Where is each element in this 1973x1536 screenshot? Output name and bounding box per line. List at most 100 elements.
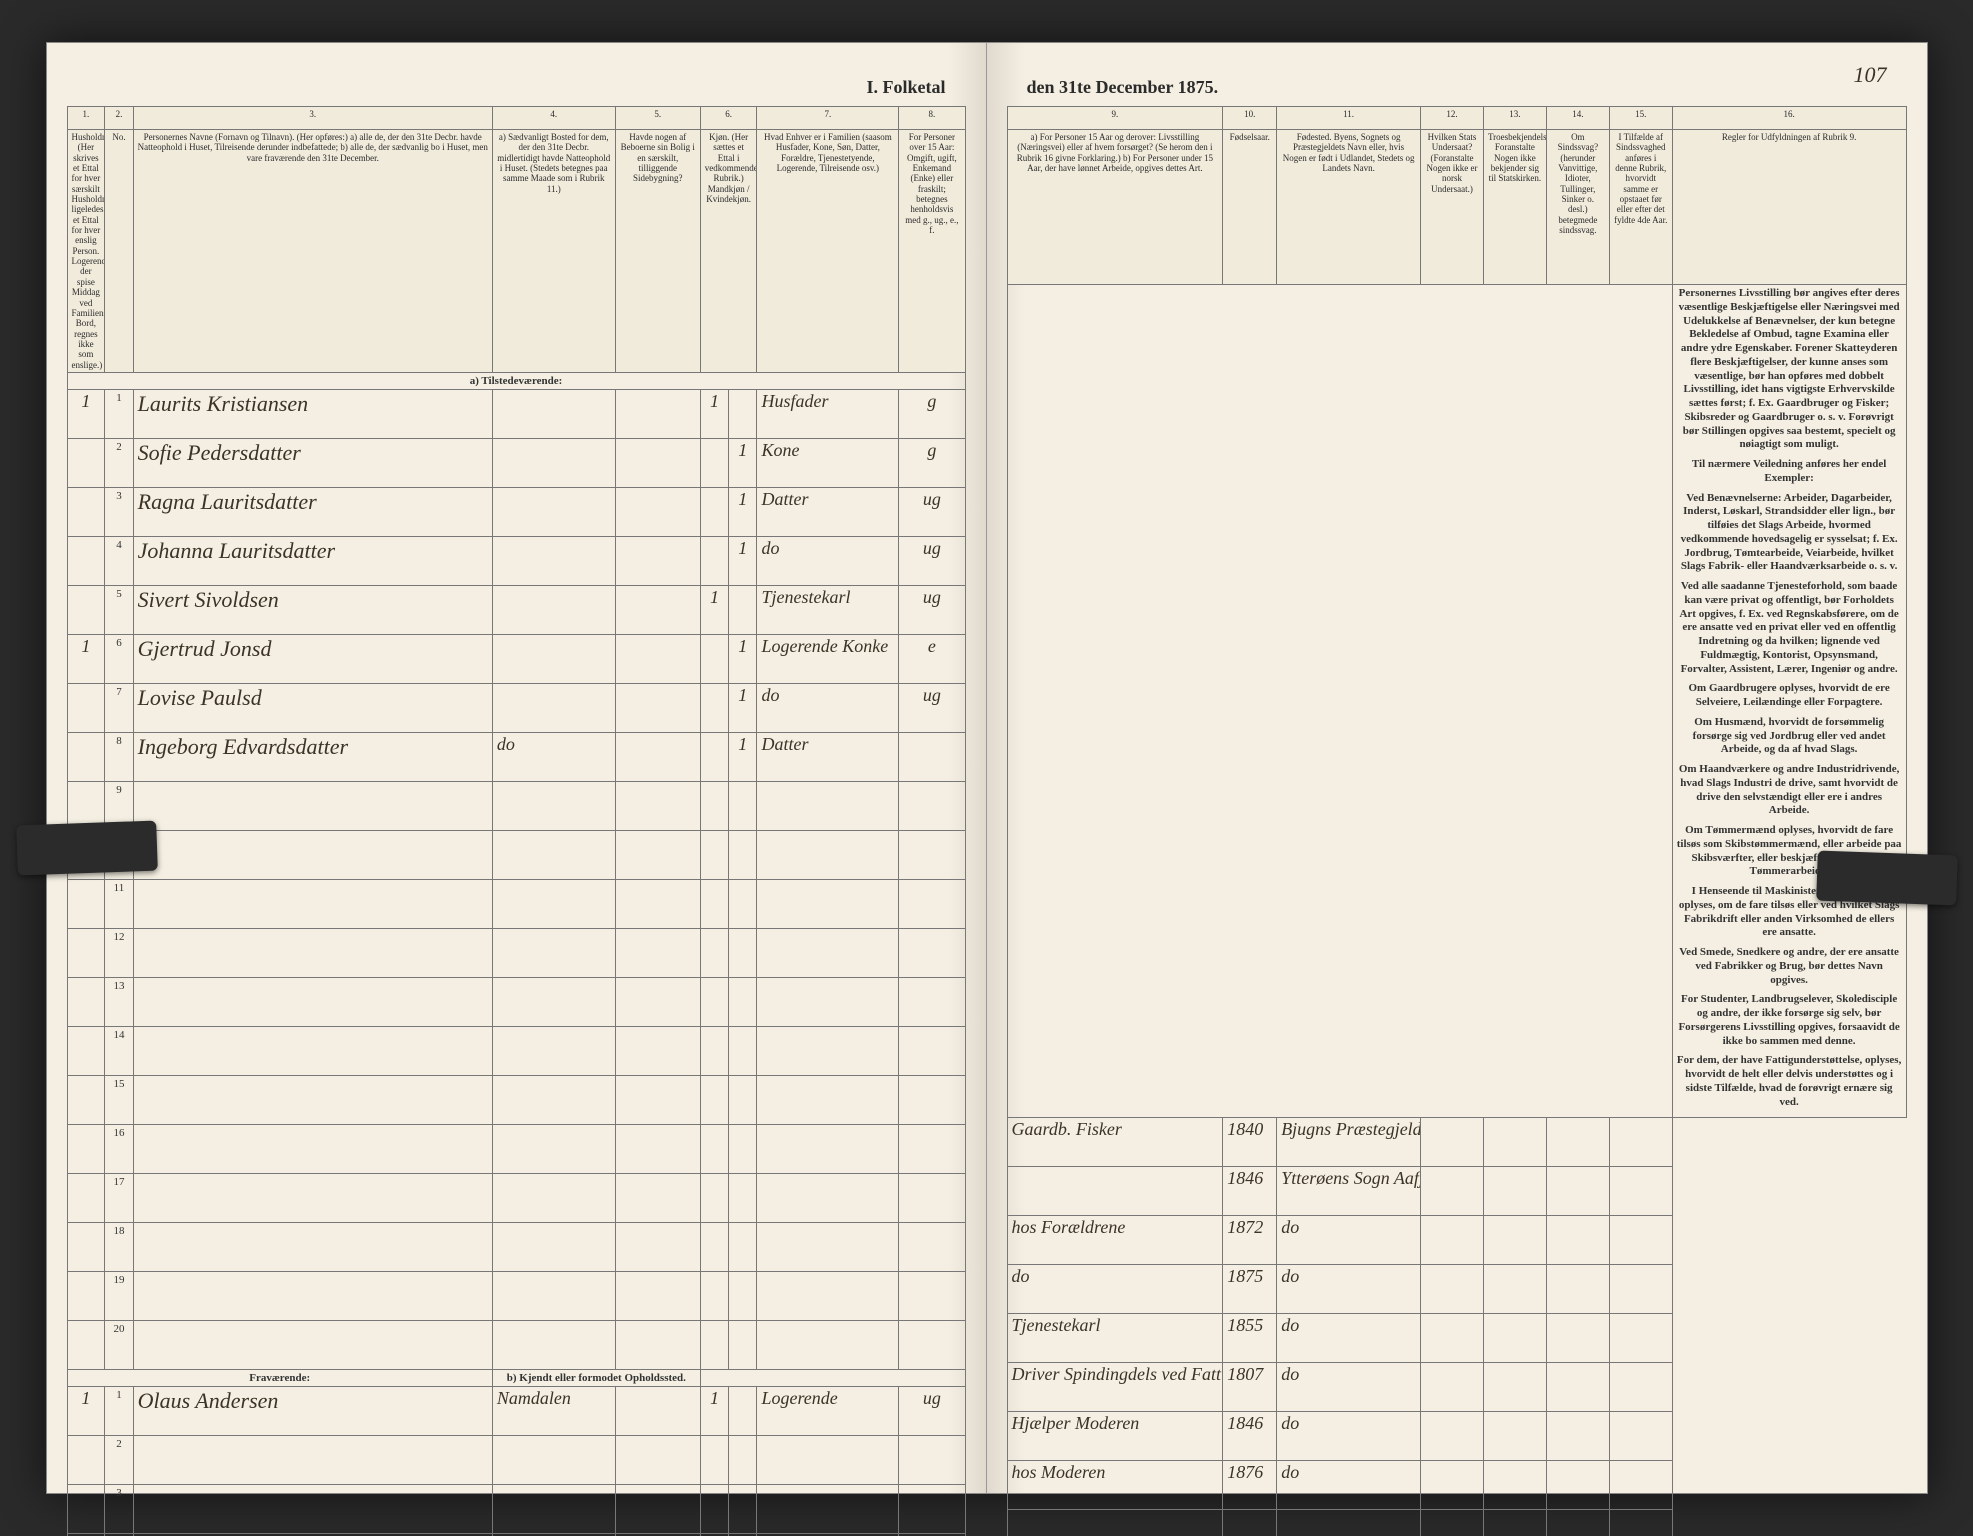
rules-paragraph: Ved Benævnelserne: Arbeider, Dagarbeider…	[1677, 492, 1902, 575]
cell-rownum: 15	[105, 1075, 133, 1124]
page-number: 107	[1854, 63, 1887, 87]
cell-col5	[615, 389, 700, 438]
cell-civil: g	[899, 438, 965, 487]
cell-female: 1	[729, 438, 757, 487]
cell-male	[700, 683, 728, 732]
cell-rownum: 11	[105, 879, 133, 928]
cell-rownum: 17	[105, 1173, 133, 1222]
header-6: Kjøn. (Her sættes et Ettal i vedkommende…	[700, 130, 757, 373]
cell-col5	[615, 683, 700, 732]
cell-rownum: 16	[105, 1124, 133, 1173]
table-row: 12	[67, 928, 965, 977]
cell-relation: Logerende Konke	[757, 634, 899, 683]
cell-birthplace: do	[1277, 1363, 1421, 1412]
table-row: 3Ragna Lauritsdatter1Datterug	[67, 487, 965, 536]
cell-year: 1807	[1223, 1363, 1277, 1412]
cell-household	[67, 487, 105, 536]
cell-col4	[492, 438, 615, 487]
ledger-table-left: 1. 2. 3. 4. 5. 6. 7. 8. Husholdninger. (…	[67, 106, 966, 1536]
cell-relation: Tjenestekarl	[757, 585, 899, 634]
cell-name: Sivert Sivoldsen	[133, 585, 492, 634]
cell-birthplace: do	[1277, 1216, 1421, 1265]
table-row: 16	[67, 1124, 965, 1173]
cell-household: 1	[67, 389, 105, 438]
cell-female: 1	[729, 536, 757, 585]
header-1: Husholdninger. (Her skrives et Ettal for…	[67, 130, 105, 373]
cell-civil: g	[899, 389, 965, 438]
cell-col4	[492, 585, 615, 634]
cell-relation: Logerende	[757, 1386, 899, 1435]
col-num-4: 4.	[492, 107, 615, 130]
cell-col5	[615, 732, 700, 781]
cell-col5	[615, 1386, 700, 1435]
table-row: 19	[67, 1271, 965, 1320]
col-num-15: 15.	[1609, 107, 1672, 130]
cell-year: 1872	[1223, 1216, 1277, 1265]
cell-household: 1	[67, 634, 105, 683]
cell-year: 1840	[1223, 1118, 1277, 1167]
table-row: Gaardb. Fisker1840Bjugns Præstegjeld	[1007, 1118, 1906, 1167]
right-page: den 31te December 1875. 107 9. 10. 11. 1…	[987, 43, 1927, 1493]
table-row: 11Olaus AndersenNamdalen1Logerendeug	[67, 1386, 965, 1435]
cell-male: 1	[700, 389, 728, 438]
book-spread: I. Folketal 1. 2. 3. 4. 5. 6. 7. 8.	[0, 0, 1973, 1536]
table-row: Hjælper Moderen1846do	[1007, 1412, 1906, 1461]
header-14: Om Sindssvag? (herunder Vanvittige, Idio…	[1546, 130, 1609, 285]
cell-name: Olaus Andersen	[133, 1386, 492, 1435]
cell-female: 1	[729, 732, 757, 781]
cell-col4: Namdalen	[492, 1386, 615, 1435]
cell-relation: do	[757, 536, 899, 585]
table-row: 14	[67, 1026, 965, 1075]
cell-male	[700, 536, 728, 585]
cell-rownum: 7	[105, 683, 133, 732]
cell-year: 1846	[1223, 1167, 1277, 1216]
cell-name: Laurits Kristiansen	[133, 389, 492, 438]
cell-civil	[899, 732, 965, 781]
table-row: 2Sofie Pedersdatter1Koneg	[67, 438, 965, 487]
cell-occupation: hos Forældrene	[1007, 1216, 1223, 1265]
header-2: No.	[105, 130, 133, 373]
table-row: do1875do	[1007, 1265, 1906, 1314]
cell-col5	[615, 487, 700, 536]
table-row: 10	[67, 830, 965, 879]
header-15: I Tilfælde af Sindssvaghed anføres i den…	[1609, 130, 1672, 285]
cell-rownum: 20	[105, 1320, 133, 1369]
table-row: 2	[67, 1435, 965, 1484]
header-8: For Personer over 15 Aar: Omgift, ugift,…	[899, 130, 965, 373]
cell-occupation: hos Moderen	[1007, 1461, 1223, 1510]
cell-civil: ug	[899, 536, 965, 585]
cell-rownum: 18	[105, 1222, 133, 1271]
cell-col5	[615, 634, 700, 683]
cell-occupation	[1007, 1167, 1223, 1216]
header-11: Fødested. Byens, Sognets og Præstegjelde…	[1277, 130, 1421, 285]
header-13: Troesbekjendelse. Foranstalte Nogen ikke…	[1483, 130, 1546, 285]
table-row: 20	[67, 1320, 965, 1369]
cell-rownum: 8	[105, 732, 133, 781]
cell-col4	[492, 683, 615, 732]
table-row: 17	[67, 1173, 965, 1222]
cell-civil: ug	[899, 585, 965, 634]
cell-rownum: 19	[105, 1271, 133, 1320]
cell-birthplace: do	[1277, 1461, 1421, 1510]
cell-rownum: 1	[105, 1386, 133, 1435]
cell-name: Johanna Lauritsdatter	[133, 536, 492, 585]
rules-paragraph: Om Husmænd, hvorvidt de forsømmelig fors…	[1677, 716, 1902, 757]
cell-male: 1	[700, 585, 728, 634]
cell-rownum: 12	[105, 928, 133, 977]
table-row: 3	[67, 1484, 965, 1533]
cell-rownum: 5	[105, 585, 133, 634]
cell-rownum: 2	[105, 438, 133, 487]
cell-female	[729, 585, 757, 634]
cell-household	[67, 683, 105, 732]
col-num-7: 7.	[757, 107, 899, 130]
table-row: Tjenestekarl1855do	[1007, 1314, 1906, 1363]
cell-year: 1876	[1223, 1461, 1277, 1510]
cell-relation: Husfader	[757, 389, 899, 438]
cell-year: 1846	[1223, 1412, 1277, 1461]
cell-household	[67, 732, 105, 781]
col-num-6: 6.	[700, 107, 757, 130]
table-row: 7Lovise Paulsd1doug	[67, 683, 965, 732]
table-row: 18	[67, 1222, 965, 1271]
page-title-left: I. Folketal	[67, 73, 966, 106]
cell-birthplace: do	[1277, 1314, 1421, 1363]
